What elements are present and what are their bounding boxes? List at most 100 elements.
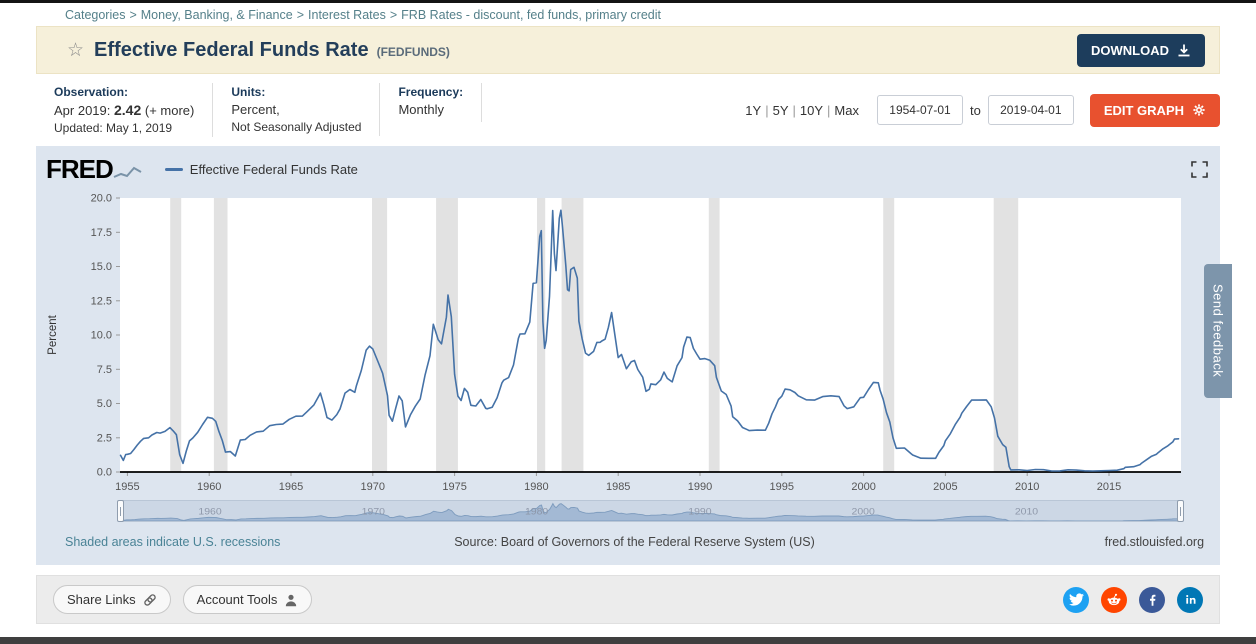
svg-text:1960: 1960	[198, 507, 222, 517]
series-id: (FEDFUNDS)	[376, 45, 450, 59]
fred-logo-line-icon	[113, 166, 142, 178]
svg-text:10.0: 10.0	[91, 330, 112, 342]
observation-value: Apr 2019: 2.42 (+ more)	[54, 102, 194, 118]
breadcrumb-link[interactable]: FRB Rates - discount, fed funds, primary…	[401, 8, 661, 22]
preset-separator: |	[765, 102, 769, 118]
observation-more-link[interactable]: (+ more)	[144, 103, 195, 118]
edit-graph-button[interactable]: EDIT GRAPH	[1089, 93, 1220, 127]
reddit-icon[interactable]	[1101, 586, 1127, 613]
plot-background	[120, 198, 1181, 472]
range-preset-max[interactable]: Max	[834, 102, 859, 118]
linkedin-icon[interactable]	[1177, 586, 1203, 613]
breadcrumb-separator: >	[296, 8, 305, 22]
svg-text:12.5: 12.5	[91, 295, 112, 307]
slider-area	[121, 502, 1180, 521]
y-axis: 0.0 2.5 5.0 7.5 10.0 12.5 15.0 17.5 20.0	[91, 193, 120, 479]
svg-text:2.5: 2.5	[97, 432, 112, 444]
range-controls: 1Y|5Y|10Y|Max to EDIT GRAPH	[741, 93, 1220, 127]
svg-text:2010: 2010	[1015, 507, 1039, 517]
svg-text:1995: 1995	[770, 481, 794, 493]
updated-date: Updated: May 1, 2019	[54, 121, 173, 135]
source-text: Source: Board of Governors of the Federa…	[454, 535, 815, 549]
svg-text:1955: 1955	[115, 481, 139, 493]
svg-text:1980: 1980	[525, 507, 549, 517]
share-links-button[interactable]: Share Links	[53, 585, 171, 614]
link-icon	[143, 593, 156, 606]
x-axis: 1955 1960 1965 1970 1975 1980 1985 1990 1995 2000…	[115, 472, 1121, 493]
svg-text:2010: 2010	[1015, 481, 1039, 493]
range-preset-5y[interactable]: 5Y	[772, 102, 789, 118]
recession-bands	[170, 198, 1019, 472]
download-icon	[1178, 44, 1190, 57]
date-range-slider[interactable]: 1960 1970 1980 1990 2000 2010	[117, 500, 1184, 522]
svg-text:1990: 1990	[688, 507, 712, 517]
svg-text:1990: 1990	[688, 481, 712, 493]
y-axis-title: Percent	[47, 314, 59, 354]
edit-graph-button-label: EDIT GRAPH	[1103, 102, 1184, 118]
breadcrumb: Categories > Money, Banking, & Finance > Int…	[0, 3, 1256, 26]
svg-text:7.5: 7.5	[97, 364, 112, 376]
fred-logo[interactable]: FRED	[46, 156, 143, 182]
range-preset-10y[interactable]: 10Y	[799, 102, 824, 118]
send-feedback-tab[interactable]: Send feedback	[1204, 264, 1232, 398]
start-date-input[interactable]	[876, 95, 963, 125]
breadcrumb-separator: >	[129, 8, 137, 22]
fullscreen-icon[interactable]	[1191, 160, 1208, 178]
units-section: Units: Percent, Not Seasonally Adjusted	[213, 83, 381, 136]
svg-text:5.0: 5.0	[97, 398, 112, 410]
svg-text:1980: 1980	[524, 481, 548, 493]
favorite-star-icon[interactable]: ☆	[67, 39, 85, 61]
chart-legend: Effective Federal Funds Rate	[164, 161, 358, 177]
person-icon	[286, 594, 297, 606]
chart-footnotes: Shaded areas indicate U.S. recessions So…	[36, 522, 1220, 559]
preset-separator: |	[827, 102, 831, 118]
legend-label: Effective Federal Funds Rate	[189, 161, 358, 177]
breadcrumb-separator: >	[389, 8, 398, 22]
legend-line-swatch	[164, 167, 183, 171]
range-presets: 1Y | 5Y | 10Y | Max	[741, 103, 863, 118]
range-preset-1y[interactable]: 1Y	[745, 102, 762, 118]
svg-text:15.0: 15.0	[91, 261, 112, 273]
preset-separator: |	[792, 102, 796, 118]
breadcrumb-link[interactable]: Categories	[65, 8, 126, 22]
svg-text:2005: 2005	[933, 481, 957, 493]
chart-panel: FRED Effective Federal Funds Rate 0.0 2.5…	[36, 146, 1220, 565]
svg-text:1970: 1970	[361, 481, 385, 493]
main-chart[interactable]: 0.0 2.5 5.0 7.5 10.0 12.5 15.0 17.5 20.0 1955 1960…	[36, 188, 1220, 498]
site-url: fred.stlouisfed.org	[1104, 535, 1205, 549]
facebook-icon[interactable]	[1139, 586, 1165, 613]
breadcrumb-link[interactable]: Money, Banking, & Finance	[140, 8, 293, 22]
svg-text:2015: 2015	[1097, 481, 1121, 493]
end-date-input[interactable]	[987, 95, 1074, 125]
frequency-label: Frequency:	[398, 85, 464, 99]
slider-handle-left[interactable]	[117, 500, 124, 522]
meta-bar: Observation: Apr 2019: 2.42 (+ more) Upd…	[36, 74, 1220, 146]
gear-icon	[1193, 104, 1205, 116]
svg-text:20.0: 20.0	[91, 193, 112, 205]
share-links-label: Share Links	[67, 592, 136, 607]
account-tools-button[interactable]: Account Tools	[182, 585, 313, 614]
recession-note-link[interactable]: Shaded areas indicate U.S. recessions	[65, 535, 281, 549]
frequency-section: Frequency: Monthly	[380, 83, 483, 122]
browser-top-edge	[0, 0, 1256, 3]
observation-date: Apr 2019:	[54, 103, 111, 118]
title-bar: ☆ Effective Federal Funds Rate (FEDFUNDS…	[36, 26, 1220, 74]
units-label: Units:	[231, 85, 266, 99]
account-tools-label: Account Tools	[196, 592, 278, 607]
date-range-to-label: to	[969, 102, 981, 118]
svg-text:1965: 1965	[279, 481, 303, 493]
svg-text:2000: 2000	[851, 481, 875, 493]
slider-year-labels: 1960 1970 1980 1990 2000 2010	[198, 507, 1038, 517]
slider-handle-right[interactable]	[1177, 500, 1184, 522]
breadcrumb-link[interactable]: Interest Rates	[308, 8, 386, 22]
svg-text:1985: 1985	[606, 481, 630, 493]
svg-text:1960: 1960	[197, 481, 221, 493]
browser-bottom-edge	[0, 637, 1256, 644]
units-adjustment: Not Seasonally Adjusted	[231, 120, 362, 134]
twitter-icon[interactable]	[1063, 586, 1089, 613]
download-button[interactable]: DOWNLOAD	[1077, 33, 1205, 67]
footer-bar: Share Links Account Tools	[36, 575, 1220, 624]
svg-text:0.0: 0.0	[97, 467, 112, 479]
chart-header: FRED Effective Federal Funds Rate	[36, 146, 1220, 188]
units-value: Percent,	[231, 102, 280, 117]
